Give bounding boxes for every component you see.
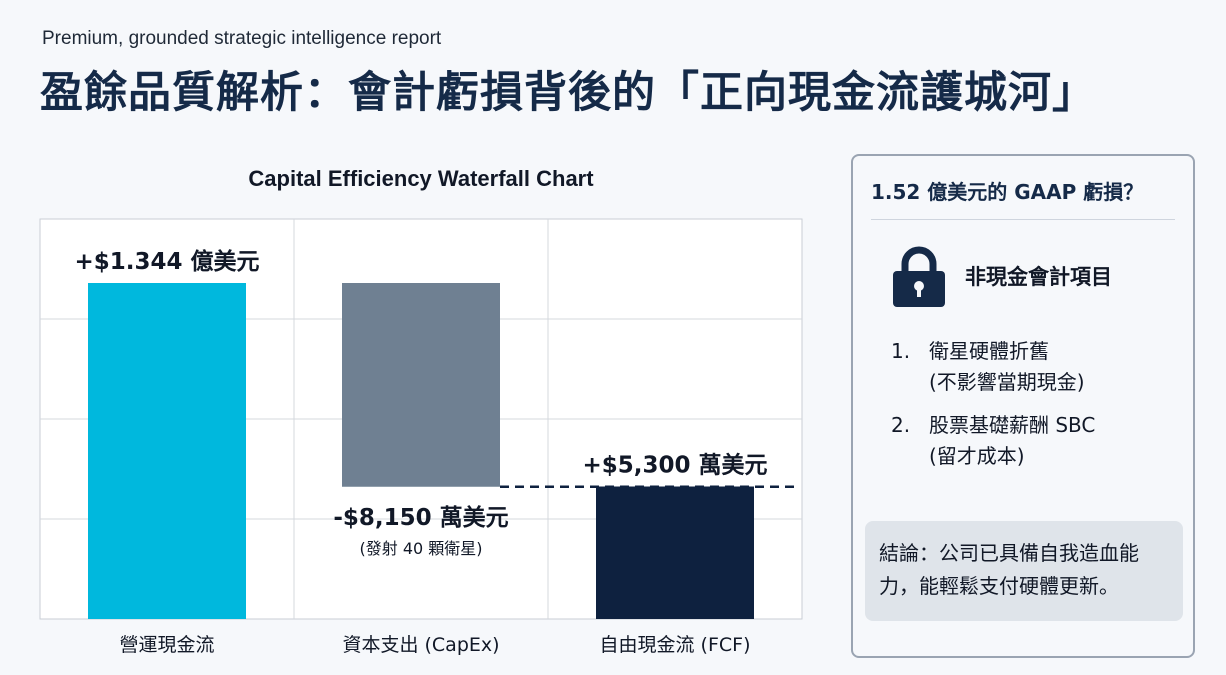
- item-note: (留才成本): [929, 444, 1025, 468]
- item-note: (不影響當期現金): [929, 370, 1085, 394]
- item-number: 1.: [891, 339, 911, 363]
- x-tick-label: 營運現金流: [119, 634, 214, 656]
- waterfall-chart: +$1.344 億美元 -$8,150 萬美元 (發射 40 顆衛星) +$5,300…: [39, 218, 803, 656]
- item-line: 股票基礎薪酬 SBC: [929, 413, 1096, 437]
- x-tick-label: 資本支出 (CapEx): [342, 634, 499, 656]
- waterfall-bar: [596, 486, 754, 619]
- info-panel: 1.52 億美元的 GAAP 虧損？ 非現金會計項目 1. 衛星硬體折舊 (不影…: [851, 154, 1195, 658]
- list-item: 1. 衛星硬體折舊 (不影響當期現金): [891, 336, 1177, 398]
- list-item: 2. 股票基礎薪酬 SBC (留才成本): [891, 410, 1177, 472]
- page-title: 盈餘品質解析：會計虧損背後的「正向現金流護城河」: [40, 68, 1096, 118]
- panel-question: 1.52 億美元的 GAAP 虧損？: [871, 176, 1175, 220]
- item-number: 2.: [891, 413, 911, 437]
- data-label: +$1.344 億美元: [74, 248, 259, 275]
- x-tick-label: 自由現金流 (FCF): [600, 634, 751, 656]
- data-label: -$8,150 萬美元: [333, 504, 508, 531]
- report-subtitle: Premium, grounded strategic intelligence…: [42, 28, 442, 49]
- lock-icon: [893, 246, 945, 307]
- item-text: 股票基礎薪酬 SBC (留才成本): [929, 410, 1095, 472]
- lock-label: 非現金會計項目: [965, 265, 1112, 289]
- data-label: +$5,300 萬美元: [582, 452, 767, 479]
- item-list: 1. 衛星硬體折舊 (不影響當期現金) 2. 股票基礎薪酬 SBC (留才成本): [891, 336, 1177, 484]
- chart-title: Capital Efficiency Waterfall Chart: [248, 166, 594, 191]
- item-text: 衛星硬體折舊 (不影響當期現金): [929, 336, 1085, 398]
- lock-row: 非現金會計項目: [891, 244, 1112, 308]
- conclusion-box: 結論：公司已具備自我造血能力，能輕鬆支付硬體更新。: [865, 521, 1183, 621]
- waterfall-bar: [342, 283, 500, 487]
- item-line: 衛星硬體折舊: [929, 339, 1049, 363]
- waterfall-bar: [88, 283, 246, 619]
- annotation-label: (發射 40 顆衛星): [359, 539, 482, 558]
